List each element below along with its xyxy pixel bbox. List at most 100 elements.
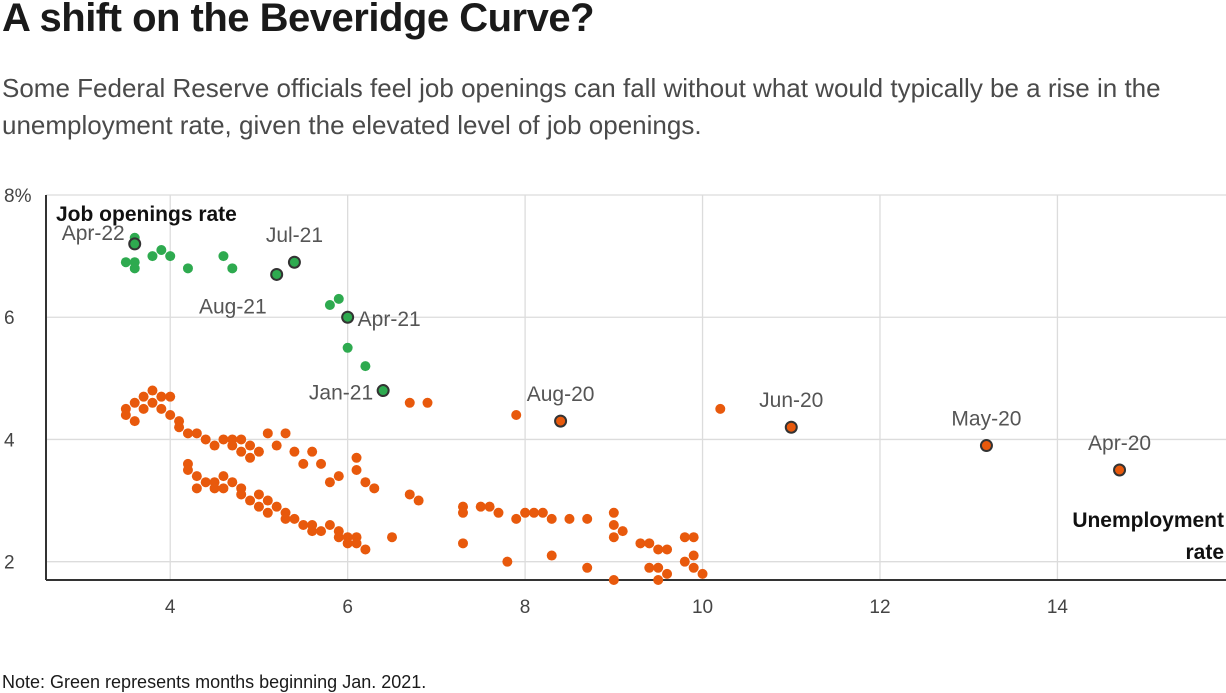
orange-data-point [608,520,619,530]
x-tick-label: 4 [165,597,176,618]
orange-data-point [120,410,131,420]
orange-data-point [147,397,158,408]
orange-data-point [236,489,247,500]
orange-data-point [147,385,158,396]
orange-data-point [236,434,247,445]
orange-data-point [528,507,539,518]
y-tick-label: 6 [4,308,15,329]
orange-data-point [662,544,673,555]
orange-data-point [369,483,380,494]
highlighted-point [554,414,568,428]
highlighted-point [1113,463,1127,477]
green-data-point [182,263,193,274]
x-tick-label: 12 [869,597,890,618]
orange-data-point [200,477,211,488]
green-data-point [120,257,131,268]
orange-data-point [200,434,211,445]
y-tick-label: 8% [4,186,32,207]
scatter-chart: 2 4 6 8% 4 6 8 10 12 14 Apr-22 Jul-21 Aug-21 Apr-21 J… [4,186,1226,618]
orange-data-point [138,391,149,402]
point-label: Apr-20 [1088,432,1151,455]
orange-data-point [280,428,291,439]
orange-data-point [191,428,202,439]
orange-data-point [688,532,699,543]
orange-data-point [227,434,238,445]
point-label: Jul-21 [266,224,323,247]
orange-data-point [564,513,575,524]
orange-data-point [138,403,149,414]
tick-labels: 2 4 6 8% 4 6 8 10 12 14 [4,186,1068,618]
orange-data-point [253,489,264,500]
orange-data-point [236,446,247,457]
point-label: Aug-21 [199,295,267,318]
green-data-point [165,251,176,262]
orange-data-point [608,532,619,543]
orange-data-point [387,532,398,543]
green-data-point [342,342,353,353]
orange-data-point [351,538,362,549]
orange-data-point [679,532,690,543]
orange-data-point [608,507,619,518]
orange-data-point [360,477,371,488]
orange-data-point [245,440,256,451]
orange-data-point [262,507,273,518]
orange-data-point [653,562,664,573]
highlighted-point [376,384,390,398]
orange-data-point [227,477,238,488]
green-data-point [360,361,371,372]
orange-data-point [271,440,282,451]
orange-data-point [653,575,664,585]
green-data-point [129,263,140,274]
orange-data-point [156,391,167,402]
orange-data-point [457,507,468,518]
orange-data-point [262,495,273,506]
orange-data-point [165,410,176,420]
orange-data-point [333,471,344,482]
y-tick-label: 2 [4,553,15,574]
orange-data-point [662,568,673,579]
orange-data-point [209,483,220,494]
point-label: Aug-20 [527,383,595,406]
highlighted-point [287,255,301,269]
orange-data-point [582,513,593,524]
orange-data-point [644,562,655,573]
point-label: Apr-22 [62,222,125,245]
green-data-point [147,251,158,262]
orange-data-point [422,397,433,408]
orange-data-point [351,452,362,463]
orange-data-point [457,538,468,549]
orange-data-point [191,471,202,482]
orange-data-point [475,501,486,512]
point-label: May-20 [951,408,1021,431]
orange-data-point [484,501,495,512]
orange-data-point [174,422,185,433]
orange-data-point [679,556,690,567]
x-tick-label: 6 [342,597,353,618]
orange-data-point [511,513,522,524]
green-data-point [227,263,238,274]
orange-data-point [218,434,229,445]
orange-data-point [537,507,548,518]
orange-data-point [697,568,708,579]
orange-data-point [156,403,167,414]
orange-data-point [635,538,646,549]
y-axis-title: Job openings rate [56,203,237,226]
orange-data-point [218,483,229,494]
orange-data-point [253,446,264,457]
chart-subtitle: Some Federal Reserve officials feel job … [2,73,1161,140]
orange-data-point [520,507,531,518]
orange-data-point [413,495,424,506]
highlighted-point [270,267,284,281]
green-data-point [218,251,229,262]
point-labels: Apr-22 Jul-21 Aug-21 Apr-21 Jan-21 Aug-20 Jun-… [62,222,1151,455]
x-axis-title-line1: Unemployment [1072,509,1224,532]
green-data-point [333,293,344,304]
orange-data-point [608,575,619,585]
orange-data-point [582,562,593,573]
orange-data-point [182,428,193,439]
point-label: Jun-20 [759,389,823,412]
y-tick-label: 4 [4,430,15,451]
highlighted-point [128,237,142,251]
orange-data-point [218,471,229,482]
orange-data-point [324,520,335,530]
